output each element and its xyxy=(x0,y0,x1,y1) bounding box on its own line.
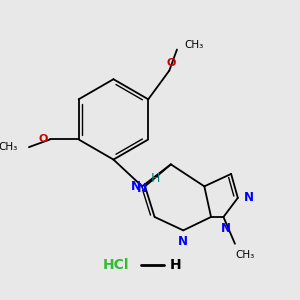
Text: N: N xyxy=(130,180,140,193)
Text: O: O xyxy=(39,134,48,143)
Text: HCl: HCl xyxy=(103,258,130,272)
Text: O: O xyxy=(167,58,176,68)
Text: H: H xyxy=(151,172,160,185)
Text: CH₃: CH₃ xyxy=(235,250,254,260)
Text: N: N xyxy=(178,235,188,248)
Text: N: N xyxy=(220,222,230,235)
Text: H: H xyxy=(170,258,182,272)
Text: N: N xyxy=(137,182,147,195)
Text: N: N xyxy=(244,191,254,204)
Text: CH₃: CH₃ xyxy=(0,142,17,152)
Text: CH₃: CH₃ xyxy=(184,40,204,50)
